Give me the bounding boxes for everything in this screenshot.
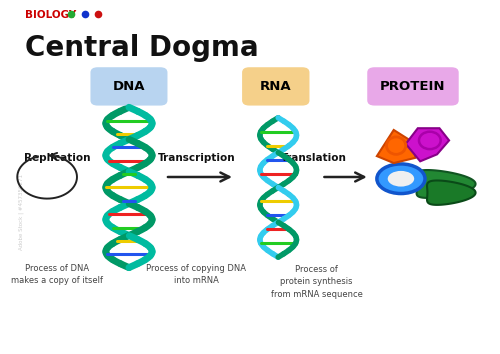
Text: Transcription: Transcription <box>158 153 235 163</box>
FancyBboxPatch shape <box>90 67 168 105</box>
FancyBboxPatch shape <box>242 67 310 105</box>
Text: Adobe Stock | #457356271: Adobe Stock | #457356271 <box>18 174 24 250</box>
Polygon shape <box>406 128 449 161</box>
Text: Process of DNA
makes a copy of itself: Process of DNA makes a copy of itself <box>11 264 103 285</box>
Text: Process of
protein synthesis
from mRNA sequence: Process of protein synthesis from mRNA s… <box>271 264 362 298</box>
FancyBboxPatch shape <box>367 67 458 105</box>
Ellipse shape <box>388 171 414 187</box>
Text: PROTEIN: PROTEIN <box>380 80 446 93</box>
Text: DNA: DNA <box>112 80 145 93</box>
Text: BIOLOGY: BIOLOGY <box>26 10 76 20</box>
Text: Central Dogma: Central Dogma <box>26 34 259 62</box>
Polygon shape <box>377 130 416 163</box>
Text: RNA: RNA <box>260 80 292 93</box>
Polygon shape <box>427 181 476 205</box>
Ellipse shape <box>377 164 425 194</box>
Text: Translation: Translation <box>282 153 347 163</box>
Text: Replication: Replication <box>24 153 90 163</box>
Text: Process of copying DNA
into mRNA: Process of copying DNA into mRNA <box>146 264 246 285</box>
Polygon shape <box>416 170 476 198</box>
